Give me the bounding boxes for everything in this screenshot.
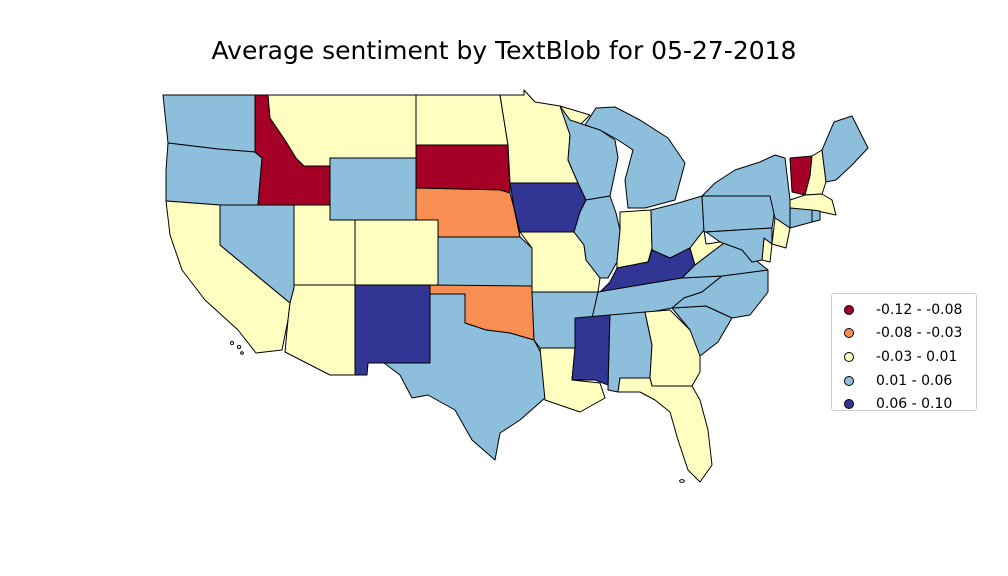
legend-label: 0.06 - 0.10 <box>876 396 953 413</box>
legend-item: -0.08 - -0.03 <box>844 322 976 346</box>
state-ny <box>701 154 796 229</box>
state-nc <box>671 269 769 319</box>
channel-islands <box>229 340 244 355</box>
legend-label: -0.12 - -0.08 <box>876 301 963 318</box>
state-sd <box>415 144 511 194</box>
state-wa <box>162 94 256 153</box>
state-pa <box>701 195 776 233</box>
state-ri <box>811 209 821 223</box>
legend-label: -0.08 - -0.03 <box>876 325 963 342</box>
state-ms <box>571 314 611 386</box>
legend-swatch <box>844 328 854 339</box>
state-me <box>821 115 869 183</box>
state-mi <box>584 106 686 209</box>
state-md <box>705 227 773 263</box>
state-nm <box>354 284 431 376</box>
legend-swatch <box>844 399 854 410</box>
legend-label: -0.03 - 0.01 <box>876 348 958 365</box>
legend-label: 0.01 - 0.06 <box>876 372 953 389</box>
legend-item: 0.06 - 0.10 <box>844 392 976 416</box>
state-fl <box>617 377 713 483</box>
legend-item: -0.12 - -0.08 <box>844 298 976 322</box>
legend-swatch <box>844 375 854 386</box>
state-tx <box>383 293 546 461</box>
state-in <box>616 209 653 269</box>
florida-keys <box>679 479 685 483</box>
state-il <box>573 195 621 279</box>
state-co <box>354 219 439 286</box>
legend: -0.12 - -0.08 -0.08 - -0.03 -0.03 - 0.01… <box>831 293 977 412</box>
legend-item: -0.03 - 0.01 <box>844 345 976 369</box>
state-nd <box>415 94 509 146</box>
state-wy <box>329 157 417 221</box>
state-ia <box>509 182 587 233</box>
state-ks <box>437 236 533 287</box>
map-title: Average sentiment by TextBlob for 05-27-… <box>211 36 797 65</box>
state-nj <box>771 217 791 249</box>
state-or <box>165 142 263 206</box>
legend-swatch <box>844 304 854 315</box>
state-ct <box>789 207 813 229</box>
legend-item: 0.01 - 0.06 <box>844 369 976 393</box>
state-az <box>284 284 356 376</box>
legend-swatch <box>844 351 854 362</box>
